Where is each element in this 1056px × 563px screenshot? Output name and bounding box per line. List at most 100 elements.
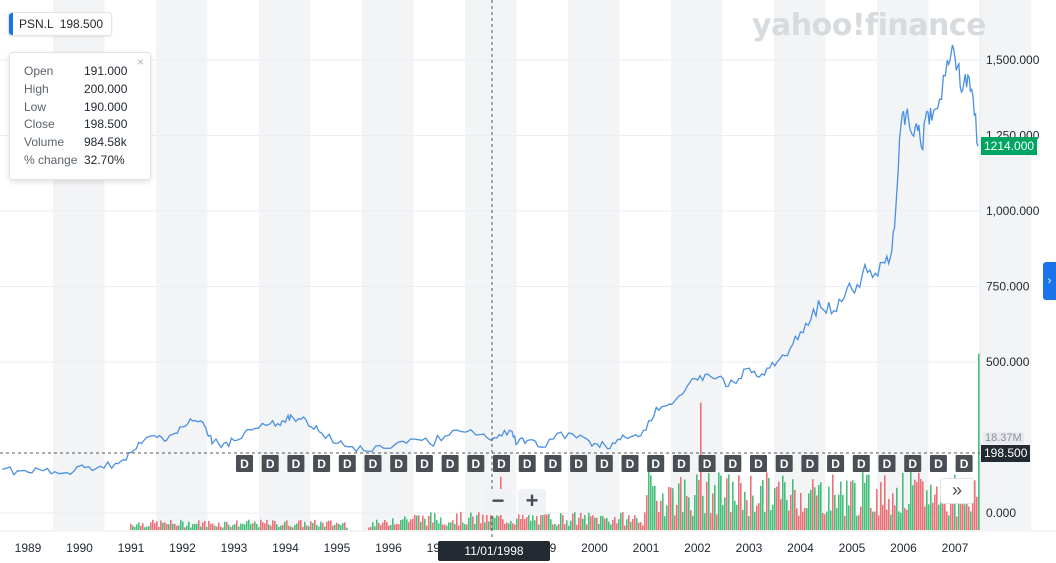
volume-bar [640, 522, 642, 530]
volume-bar [830, 510, 832, 530]
volume-bar [210, 523, 212, 530]
volume-bar [474, 523, 476, 530]
zoom-in-button[interactable]: + [518, 489, 546, 515]
volume-bar [258, 527, 260, 530]
volume-bar [372, 522, 374, 530]
ohlc-row-open: Open 191.000 [24, 64, 128, 78]
dividend-marker [415, 455, 433, 472]
volume-bar [438, 523, 440, 530]
dividend-marker [236, 455, 253, 472]
volume-bar [790, 494, 792, 530]
x-tick-label: 2006 [890, 541, 917, 555]
year-band [362, 0, 414, 530]
x-tick-label: 1996 [375, 541, 402, 555]
volume-bar [328, 520, 330, 530]
zoom-out-button[interactable]: − [484, 489, 512, 515]
dividend-marker-label: D [420, 457, 429, 471]
volume-bar [604, 518, 606, 530]
close-x-icon[interactable]: × [136, 55, 144, 69]
volume-bar [462, 522, 464, 530]
volume-bar [880, 481, 882, 530]
volume-bar [590, 516, 592, 530]
volume-bar [620, 512, 622, 530]
volume-bar [928, 504, 930, 530]
volume-bar [314, 519, 316, 530]
zoom-controls: − + [484, 489, 546, 515]
double-chevron-right-icon[interactable]: » [940, 478, 974, 504]
volume-bar [242, 523, 244, 530]
volume-bar [446, 525, 448, 530]
volume-bar [436, 520, 438, 530]
dividend-marker [493, 455, 510, 472]
volume-bar [806, 508, 808, 530]
x-tick-label: 1989 [15, 541, 42, 555]
volume-bar [776, 486, 778, 530]
volume-bar [166, 523, 168, 530]
volume-bar [662, 493, 664, 530]
year-band [671, 0, 723, 530]
dividend-marker-label: D [292, 457, 301, 471]
volume-bar [872, 511, 874, 530]
volume-bar [406, 519, 408, 530]
volume-bar [434, 513, 436, 530]
volume-bar [448, 522, 450, 530]
volume-bar [306, 525, 308, 530]
dividend-marker-label: D [728, 457, 737, 471]
volume-bar [272, 520, 274, 530]
volume-bar [794, 490, 796, 530]
volume-bar [686, 495, 688, 530]
volume-bar [424, 518, 426, 530]
volume-bar [520, 518, 522, 530]
volume-bar [480, 523, 482, 530]
dividend-marker-label: D [626, 457, 635, 471]
volume-bar [310, 521, 312, 530]
volume-bar [572, 513, 574, 530]
volume-bar [396, 523, 398, 530]
volume-bar [340, 525, 342, 530]
x-tick-label: 1990 [66, 541, 93, 555]
volume-bar [250, 524, 252, 530]
volume-bar [890, 514, 892, 530]
volume-bar [332, 525, 334, 530]
volume-bar [960, 502, 962, 530]
volume-bar [556, 525, 558, 530]
volume-bar [832, 474, 834, 530]
volume-bar [296, 523, 298, 530]
volume-bar [934, 494, 936, 530]
volume-bar [854, 483, 856, 530]
volume-bar [942, 500, 944, 530]
volume-bar [684, 479, 686, 530]
volume-bar [206, 526, 208, 530]
volume-bar [288, 525, 290, 530]
volume-bar [966, 497, 968, 530]
volume-bar [198, 520, 200, 530]
volume-bar [744, 491, 746, 530]
ticker-chip[interactable]: PSN.L 198.500 [8, 12, 113, 36]
volume-bar [912, 485, 914, 530]
volume-bar [200, 526, 202, 530]
volume-bar [856, 515, 858, 530]
volume-bar [618, 519, 620, 530]
expand-panel-button[interactable]: › [1043, 262, 1056, 300]
volume-bar [414, 514, 416, 530]
volume-bar [668, 486, 670, 530]
volume-bar [368, 527, 370, 530]
volume-bar [878, 515, 880, 530]
volume-bar [956, 516, 958, 530]
volume-bar [702, 495, 704, 530]
volume-bar [920, 478, 922, 530]
volume-bar [732, 481, 734, 530]
volume-bar [978, 353, 980, 530]
volume-bar [958, 486, 960, 530]
volume-bar [256, 524, 258, 530]
volume-bar [720, 475, 722, 530]
volume-bar [330, 520, 332, 530]
volume-bar [750, 475, 752, 530]
volume-bar [426, 525, 428, 530]
volume-bar [222, 527, 224, 530]
volume-bar [486, 512, 488, 530]
volume-bar [160, 520, 162, 530]
volume-bar [714, 485, 716, 530]
volume-bar [156, 521, 158, 530]
